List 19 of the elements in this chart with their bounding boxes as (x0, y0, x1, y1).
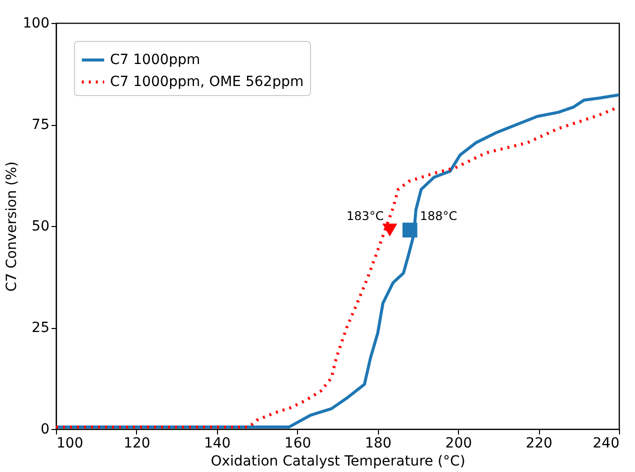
annotation: 183°C (346, 209, 384, 224)
x-tick-label: 160 (284, 436, 312, 452)
x-tick-label: 220 (526, 436, 552, 452)
y-axis-title: C7 Conversion (%) (4, 161, 20, 292)
x-tick-label: 100 (56, 436, 84, 452)
legend-label: C7 1000ppm (110, 52, 200, 68)
x-tick-label: 120 (124, 436, 150, 452)
y-tick-label: 25 (32, 320, 50, 336)
y-tick-label: 75 (32, 117, 50, 133)
x-tick-label: 240 (592, 436, 620, 452)
x-axis-title: Oxidation Catalyst Temperature (°C) (210, 454, 466, 470)
y-tick-label: 50 (32, 218, 50, 234)
annotation: 188°C (420, 209, 458, 224)
x-tick-label: 180 (364, 436, 392, 452)
legend-label: C7 1000ppm, OME 562ppm (110, 74, 304, 90)
x-tick-label: 200 (445, 436, 472, 452)
y-tick-label: 0 (40, 422, 50, 438)
x-tick-label: 140 (204, 436, 231, 452)
y-tick-label: 100 (22, 16, 50, 32)
